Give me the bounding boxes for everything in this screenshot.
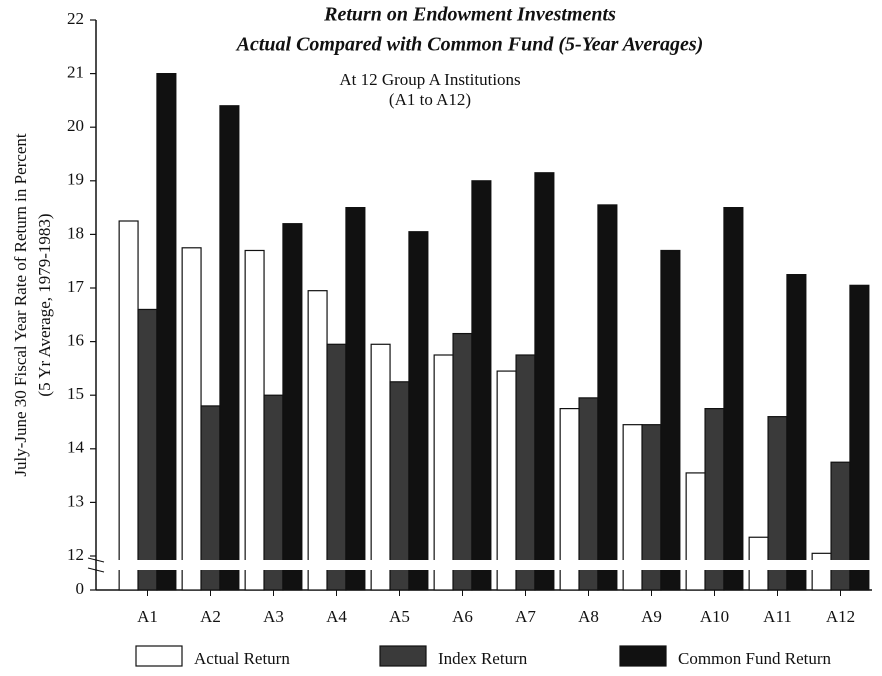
x-tick-label: A4 [326, 607, 347, 626]
x-tick-label: A9 [641, 607, 662, 626]
y-axis-label: July-June 30 Fiscal Year Rate of Return … [11, 133, 30, 477]
bar [534, 172, 555, 591]
y-tick-label: 16 [67, 331, 84, 350]
x-tick-label: A7 [515, 607, 536, 626]
x-tick-label: A1 [137, 607, 158, 626]
y-tick-label: 17 [67, 277, 85, 296]
y-tick-label: 19 [67, 170, 84, 189]
bar [307, 290, 328, 591]
chart-subtitle: Actual Compared with Common Fund (5-Year… [235, 34, 704, 56]
bar [137, 308, 158, 591]
y-tick-label: 12 [67, 545, 84, 564]
bar [471, 180, 492, 591]
bar [452, 332, 473, 591]
bar [118, 220, 139, 591]
bar [496, 370, 517, 591]
y-tick-label: 15 [67, 384, 84, 403]
bar [345, 207, 366, 591]
axis-break [97, 560, 873, 570]
bar [244, 249, 265, 591]
y-tick-label: 20 [67, 116, 84, 135]
bar [685, 472, 706, 591]
bar [370, 343, 391, 591]
bar [282, 223, 303, 591]
axis-break [87, 567, 105, 573]
chart-title: Return on Endowment Investments [323, 4, 616, 26]
bar [181, 247, 202, 591]
bar [830, 461, 851, 591]
y-tick-label: 21 [67, 63, 84, 82]
axis-break [87, 557, 105, 563]
bar [660, 249, 681, 591]
bar [389, 381, 410, 591]
y-tick-label: 14 [67, 438, 85, 457]
x-tick-label: A12 [826, 607, 855, 626]
legend-swatch [619, 645, 667, 667]
bar [156, 72, 177, 591]
bar [326, 343, 347, 591]
x-tick-label: A6 [452, 607, 473, 626]
bar [408, 231, 429, 591]
y-tick-label: 22 [67, 9, 84, 28]
y-tick-label: 0 [76, 579, 85, 598]
x-tick-label: A11 [763, 607, 792, 626]
bar [723, 207, 744, 591]
legend-label: Common Fund Return [678, 649, 832, 668]
bar [515, 354, 536, 591]
y-tick-label: 13 [67, 491, 84, 510]
x-tick-label: A8 [578, 607, 599, 626]
x-tick-label: A3 [263, 607, 284, 626]
x-tick-label: A10 [700, 607, 729, 626]
y-tick-label: 18 [67, 223, 84, 242]
legend-label: Actual Return [194, 649, 290, 668]
bar [811, 552, 832, 591]
x-tick-label: A5 [389, 607, 410, 626]
annotation: (A1 to A12) [389, 90, 471, 109]
legend-swatch [379, 645, 427, 667]
bar [219, 105, 240, 591]
bar [849, 284, 870, 591]
bar [786, 274, 807, 591]
bar [433, 354, 454, 591]
annotation: At 12 Group A Institutions [339, 70, 520, 89]
bar [597, 204, 618, 591]
y-axis-label: (5 Yr Average, 1979-1983) [35, 213, 54, 396]
legend-label: Index Return [438, 649, 528, 668]
x-tick-label: A2 [200, 607, 221, 626]
legend-swatch [135, 645, 183, 667]
